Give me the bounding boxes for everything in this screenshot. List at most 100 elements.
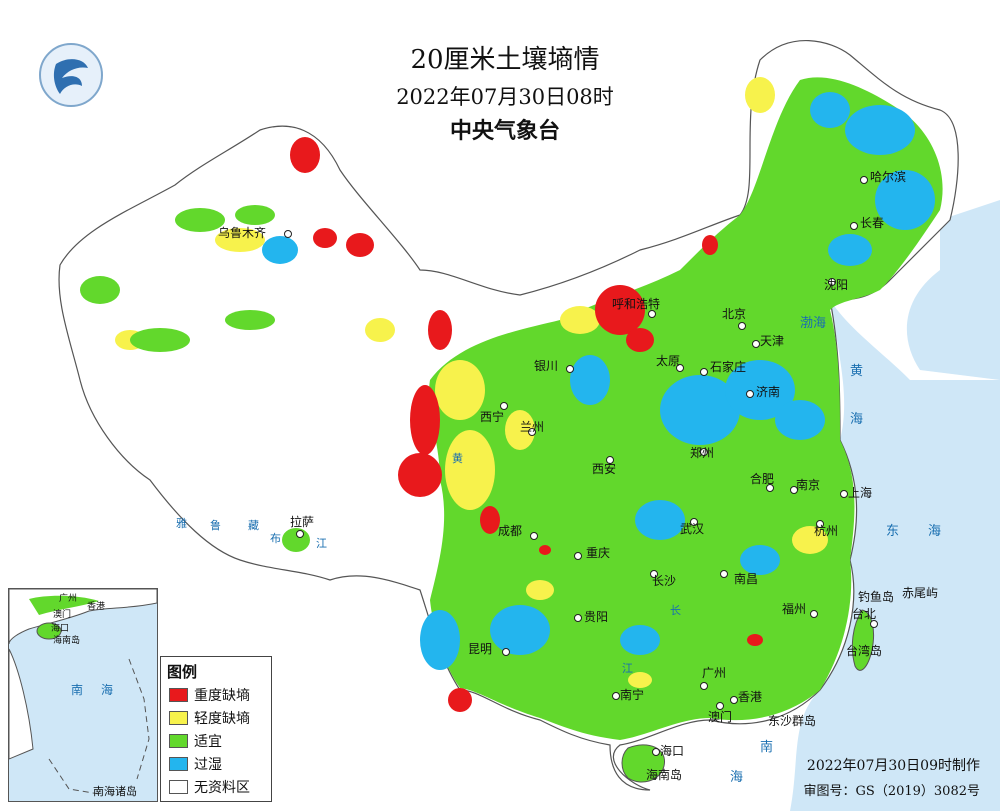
region-suitable-west <box>80 205 310 552</box>
city-dot <box>530 532 538 540</box>
island-label: 海南岛 <box>646 768 683 782</box>
city-label: 合肥 <box>750 472 775 486</box>
city-label: 南昌 <box>734 572 759 586</box>
inset-label: 海口 <box>51 624 70 634</box>
city-label: 广州 <box>702 666 727 680</box>
legend-label: 重度缺墒 <box>194 687 250 704</box>
legend-item: 轻度缺墒 <box>169 706 271 729</box>
city-label: 香港 <box>738 690 763 704</box>
city-label: 呼和浩特 <box>612 297 661 311</box>
legend-swatch <box>169 687 188 702</box>
inset-sea-label: 海 <box>101 683 114 697</box>
legend-swatch <box>169 756 188 771</box>
city-label: 贵阳 <box>584 610 609 624</box>
city-dot <box>860 176 868 184</box>
island-label: 赤尾屿 <box>902 586 939 600</box>
city-dot <box>528 428 536 436</box>
city-dot <box>730 696 738 704</box>
island-label: 东沙群岛 <box>768 714 817 728</box>
city-dot <box>296 530 304 538</box>
production-time: 2022年07月30日09时制作 <box>806 758 980 774</box>
city-dot <box>574 614 582 622</box>
city-label: 乌鲁木齐 <box>218 226 267 240</box>
island-label: 钓鱼岛 <box>858 590 895 604</box>
legend-label: 适宜 <box>194 733 222 750</box>
city-label: 重庆 <box>586 546 611 560</box>
map-date: 2022年07月30日08时 <box>396 85 614 109</box>
legend-item: 重度缺墒 <box>169 683 271 706</box>
sea-label: 南 <box>760 740 774 755</box>
city-label: 澳门 <box>708 710 733 724</box>
city-dot <box>870 620 878 628</box>
city-dot <box>816 520 824 528</box>
city-label: 天津 <box>760 334 785 348</box>
city-label: 西宁 <box>480 410 505 424</box>
city-label: 长沙 <box>652 574 677 588</box>
legend-label: 无资料区 <box>194 779 250 796</box>
river-label: 江 <box>622 662 633 675</box>
city-dot <box>828 278 836 286</box>
city-label: 武汉 <box>680 522 705 536</box>
legend-swatch <box>169 779 188 794</box>
city-label: 台北 <box>852 607 877 621</box>
city-label: 兰州 <box>520 420 545 434</box>
inset-label: 南海诸岛 <box>93 785 137 798</box>
river-label: 雅 <box>176 517 187 530</box>
city-dot <box>850 222 858 230</box>
inset-sea-label: 南 <box>71 683 84 697</box>
sea-label: 黄 <box>850 364 864 379</box>
title-block: 20厘米土壤墒情 2022年07月30日08时 中央气象台 <box>340 40 670 150</box>
legend-label: 过湿 <box>194 756 222 773</box>
river-label: 长 <box>670 604 681 617</box>
city-label: 银川 <box>534 359 559 373</box>
city-label: 杭州 <box>814 524 839 538</box>
legend-item: 无资料区 <box>169 775 271 798</box>
city-dot <box>700 368 708 376</box>
city-dot <box>752 340 760 348</box>
city-label: 郑州 <box>690 446 715 460</box>
city-dot <box>648 310 656 318</box>
city-label: 福州 <box>782 602 807 616</box>
south-china-sea-inset: 广州 香港 澳门 海口 海南岛 南 海 南海诸岛 <box>8 588 158 802</box>
city-dot <box>716 702 724 710</box>
inset-label: 海南岛 <box>53 636 81 646</box>
city-dot <box>720 570 728 578</box>
sea-label: 渤海 <box>800 316 827 331</box>
city-dot <box>766 484 774 492</box>
river-label: 黄 <box>452 452 463 465</box>
city-label: 拉萨 <box>290 515 315 529</box>
inset-map <box>9 589 157 801</box>
city-dot <box>650 570 658 578</box>
city-label: 西安 <box>592 462 617 476</box>
legend-item: 适宜 <box>169 729 271 752</box>
city-label: 上海 <box>848 486 873 500</box>
city-label: 沈阳 <box>824 278 849 292</box>
city-label: 济南 <box>756 385 781 399</box>
city-label: 海口 <box>660 744 685 758</box>
city-dot <box>566 365 574 373</box>
sea-label: 东 <box>886 524 900 539</box>
island-label: 台湾岛 <box>846 644 883 658</box>
review-number: 审图号：GS（2019）3082号 <box>803 784 980 799</box>
city-dot <box>500 402 508 410</box>
map-title: 20厘米土壤墒情 <box>410 45 600 75</box>
city-label: 南京 <box>796 478 821 492</box>
city-label: 昆明 <box>468 642 493 656</box>
cma-logo <box>38 42 104 108</box>
city-dot <box>738 322 746 330</box>
city-dot <box>284 230 292 238</box>
city-label: 北京 <box>722 307 747 321</box>
legend-title: 图例 <box>167 663 198 681</box>
legend-label: 轻度缺墒 <box>194 710 250 727</box>
inset-label: 香港 <box>87 602 106 612</box>
city-dot <box>574 552 582 560</box>
city-label: 长春 <box>860 216 885 230</box>
legend-item: 过湿 <box>169 752 271 775</box>
river-label: 藏 <box>248 519 259 532</box>
city-label: 成都 <box>498 524 523 538</box>
region-wet <box>262 92 935 670</box>
city-dot <box>652 748 660 756</box>
sea-label: 海 <box>850 412 864 427</box>
inset-label: 广州 <box>59 594 78 604</box>
